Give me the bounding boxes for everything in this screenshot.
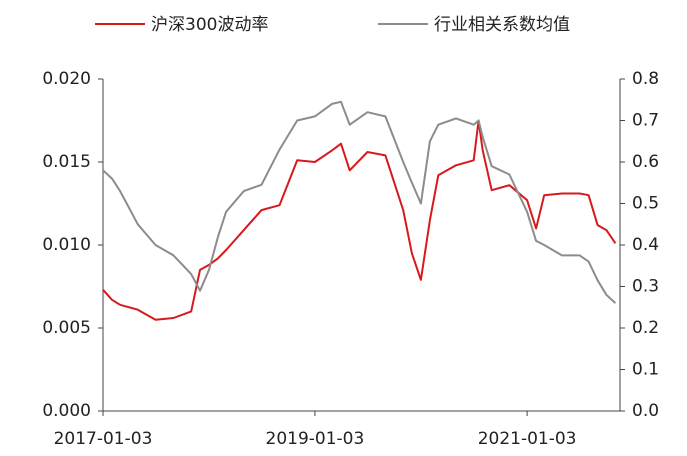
legend-label: 沪深300波动率 [151, 15, 268, 35]
y2-tick-label: 0.2 [632, 318, 659, 338]
legend-label: 行业相关系数均值 [434, 15, 570, 35]
y2-tick-label: 0.1 [632, 360, 659, 380]
y-tick-label: 0.005 [42, 318, 91, 338]
y-tick-label: 0.015 [42, 152, 91, 172]
y2-tick-label: 0.5 [632, 194, 659, 214]
series-line [102, 119, 617, 321]
y2-tick-label: 0.6 [632, 152, 659, 172]
x-tick-label: 2017-01-03 [54, 429, 153, 449]
y2-tick-label: 0.0 [632, 401, 659, 421]
y2-tick-label: 0.7 [632, 111, 659, 131]
x-tick-label: 2021-01-03 [478, 429, 577, 449]
y-tick-label: 0.010 [42, 235, 91, 255]
y-tick-label: 0.000 [42, 401, 91, 421]
y2-tick-label: 0.4 [632, 235, 659, 255]
y-tick-label: 0.020 [42, 69, 91, 89]
x-tick-label: 2019-01-03 [266, 429, 365, 449]
y2-tick-label: 0.8 [632, 69, 659, 89]
y2-tick-label: 0.3 [632, 277, 659, 297]
series-line [102, 100, 617, 304]
